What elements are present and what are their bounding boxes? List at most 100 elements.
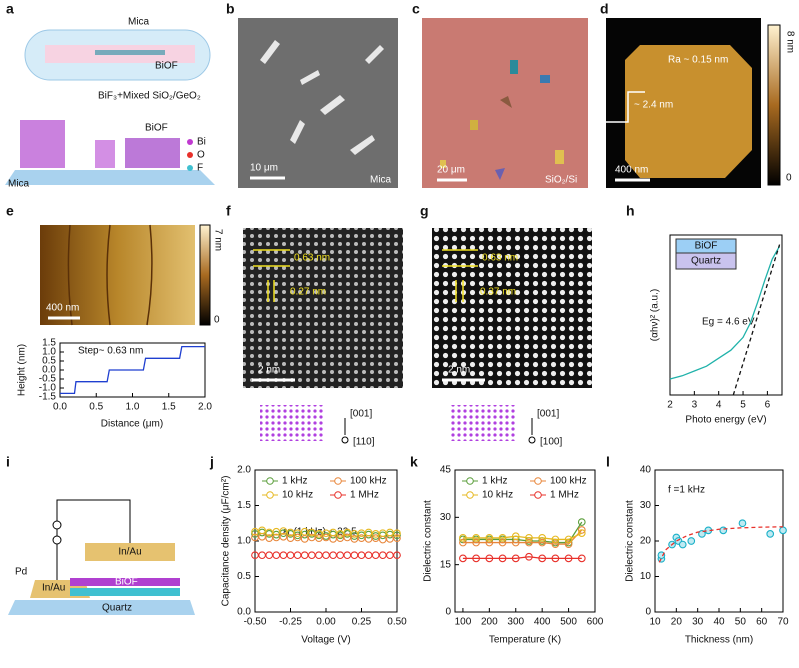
flake — [625, 45, 752, 178]
data-point — [371, 532, 380, 540]
flakes — [260, 40, 384, 155]
data-point — [315, 551, 323, 560]
colorbar-label: 7 nm — [212, 229, 223, 251]
colorbar — [199, 224, 211, 326]
data-point — [364, 551, 373, 560]
data-point — [719, 526, 728, 535]
x-tick-label: 400 — [534, 617, 551, 628]
data-point — [698, 530, 706, 538]
colorbar — [767, 24, 781, 186]
data-point — [307, 551, 316, 560]
label: Quartz — [102, 603, 132, 614]
x-axis-label: Thickness (nm) — [685, 635, 753, 646]
data-point — [386, 551, 394, 560]
channel — [70, 578, 180, 596]
plot-frame — [454, 469, 596, 613]
data-point — [307, 533, 316, 542]
y-tick-label: 1.0 — [237, 536, 251, 547]
electrode — [85, 543, 175, 561]
stem-image — [243, 228, 403, 388]
data-point — [258, 526, 266, 535]
series-line — [462, 529, 583, 545]
data-point — [371, 534, 380, 543]
data-point — [258, 551, 266, 560]
data-point — [279, 529, 288, 538]
terminal — [52, 520, 62, 530]
data-point — [393, 551, 401, 560]
data-point — [378, 535, 387, 544]
data-point — [265, 534, 274, 543]
data-point — [472, 538, 480, 547]
scale-label: 10 μm — [250, 163, 278, 174]
y-tick-label: 0 — [645, 607, 651, 618]
data-point — [286, 528, 295, 537]
label: Mica — [128, 17, 150, 28]
panel-label: e — [6, 203, 14, 219]
data-point — [498, 538, 507, 547]
legend-label: 100 kHz — [350, 476, 387, 487]
data-point — [343, 551, 352, 560]
terminal — [52, 535, 62, 545]
x-tick-label: 200 — [481, 617, 498, 628]
data-point — [485, 554, 494, 563]
data-point — [293, 551, 302, 560]
y-axis-label: Dielectric constant — [625, 500, 636, 582]
data-point — [336, 534, 345, 543]
x-tick-label: 2 — [667, 400, 673, 411]
x-tick-label: 20 — [671, 617, 683, 628]
legend-marker — [266, 477, 274, 485]
x-tick-label: 300 — [507, 617, 524, 628]
y-tick-label: 0.0 — [42, 365, 56, 376]
flakes — [440, 60, 564, 180]
mica — [95, 50, 165, 55]
plot-frame — [669, 234, 783, 396]
data-point — [564, 554, 573, 563]
data-point — [307, 528, 316, 537]
legend-marker — [534, 477, 542, 485]
scale-label: 400 nm — [46, 303, 79, 314]
annotation: f =1 kHz — [668, 485, 705, 496]
legend-marker — [534, 491, 542, 499]
data-point — [386, 528, 394, 537]
x-tick-label: -0.25 — [279, 617, 302, 628]
data-point — [498, 554, 507, 563]
panel-label: k — [410, 454, 418, 470]
data-point — [357, 529, 366, 538]
x-tick-label: 0.25 — [352, 617, 372, 628]
x-tick-label: 40 — [713, 617, 725, 628]
y-tick-label: 40 — [640, 465, 652, 476]
data-point — [329, 528, 337, 537]
x-tick-label: 5 — [740, 400, 746, 411]
data-point — [315, 530, 323, 538]
scale-label: 20 μm — [437, 165, 465, 176]
panel-label: l — [606, 454, 610, 470]
data-point — [577, 518, 586, 526]
y-axis-label: Capacitance density (μF/cm²) — [221, 476, 232, 607]
label: Mica — [370, 175, 392, 186]
layer-label: BiOF — [695, 241, 718, 252]
data-point — [364, 535, 373, 543]
data-point — [472, 533, 480, 542]
spacing: 0.37 nm — [480, 287, 516, 298]
data-point — [343, 528, 352, 537]
afm-image — [40, 225, 195, 325]
series-line — [60, 345, 205, 395]
colorbar-label: 8 nm — [784, 31, 795, 53]
label: BiOF — [155, 61, 178, 72]
icon — [341, 436, 349, 444]
icon — [187, 165, 193, 171]
label: ~ 2.4 nm — [634, 100, 673, 111]
y-tick-label: 0.0 — [237, 607, 251, 618]
legend-label: 1 MHz — [350, 490, 379, 501]
data-point — [779, 526, 787, 535]
data-point — [459, 538, 467, 547]
data-point — [371, 551, 380, 560]
data-point — [336, 530, 345, 538]
x-tick-label: 500 — [560, 617, 577, 628]
data-point — [386, 535, 394, 543]
panel-label: f — [226, 203, 231, 219]
panel-label: c — [412, 1, 420, 17]
x-tick-label: 3 — [692, 400, 698, 411]
data-point — [357, 534, 366, 543]
scale-label: 2 nm — [258, 365, 280, 376]
